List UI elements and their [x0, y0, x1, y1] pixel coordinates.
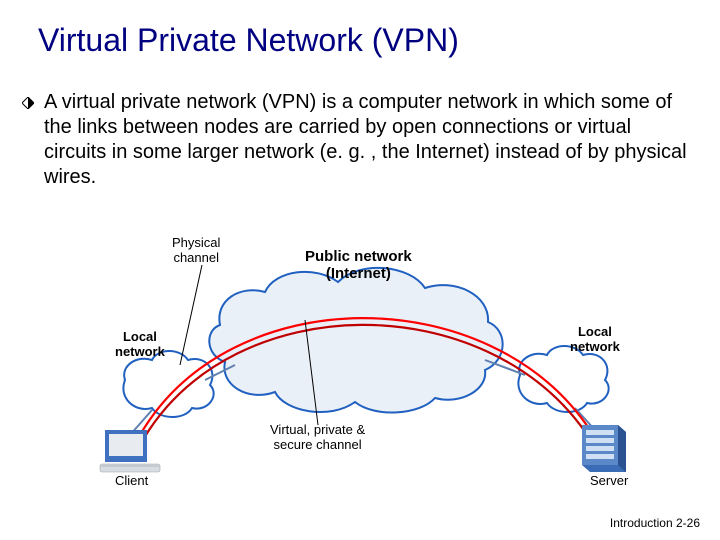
label-secure-channel: Virtual, private & secure channel — [270, 423, 365, 453]
label-server: Server — [590, 474, 628, 489]
footer: Introduction 2-26 — [610, 516, 700, 530]
bullet-text: A virtual private network (VPN) is a com… — [44, 90, 690, 190]
page-title: Virtual Private Network (VPN) — [38, 22, 459, 59]
client-icon — [100, 430, 160, 472]
bullet-item: A virtual private network (VPN) is a com… — [22, 90, 690, 190]
diamond-bullet-icon — [22, 96, 34, 114]
leader-physical — [180, 265, 202, 365]
footer-label: Introduction — [610, 516, 673, 530]
footer-page: 2-26 — [676, 516, 700, 530]
label-local-left: Local network — [115, 330, 165, 360]
vpn-diagram: Physical channel Public network (Interne… — [70, 230, 650, 490]
label-public-network: Public network (Internet) — [305, 248, 412, 283]
local-network-cloud-left — [123, 351, 213, 417]
label-physical-channel: Physical channel — [172, 236, 220, 266]
label-local-right: Local network — [570, 325, 620, 355]
label-client: Client — [115, 474, 148, 489]
server-icon — [582, 425, 626, 472]
